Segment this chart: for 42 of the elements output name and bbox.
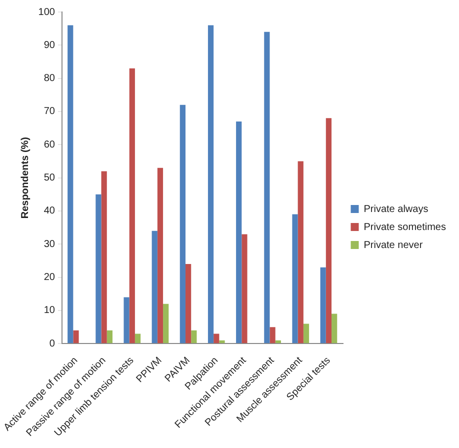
bar	[236, 121, 242, 344]
y-tick-label: 0	[49, 338, 56, 350]
y-tick-label: 60	[44, 139, 56, 150]
y-tick-label: 40	[44, 206, 56, 217]
bar	[101, 171, 107, 344]
bar	[96, 194, 102, 344]
legend-label: Private always	[364, 204, 428, 215]
y-tick-label: 90	[44, 40, 56, 51]
bar	[303, 324, 310, 344]
bar	[129, 68, 135, 344]
bar	[219, 340, 225, 344]
bar	[208, 25, 214, 344]
bar	[157, 168, 164, 344]
bar	[106, 330, 112, 344]
legend-label: Private sometimes	[364, 222, 446, 233]
bar	[326, 118, 332, 344]
bar	[292, 214, 298, 344]
y-tick-label: 80	[44, 73, 56, 84]
y-tick-label: 50	[44, 172, 56, 184]
bar	[332, 314, 338, 344]
bar	[163, 304, 169, 344]
legend-label: Private never	[364, 240, 424, 251]
y-tick-label: 20	[44, 272, 56, 284]
y-axis-title: Respondents (%)	[20, 136, 32, 219]
y-tick-label: 10	[44, 305, 56, 316]
bar	[191, 330, 197, 344]
y-tick-label: 30	[44, 238, 56, 250]
bar	[68, 25, 74, 344]
bar	[124, 297, 130, 344]
bar	[134, 334, 141, 344]
bar	[298, 161, 304, 344]
y-tick-label: 70	[44, 106, 56, 118]
bar	[152, 230, 158, 344]
bar	[242, 234, 248, 344]
bar	[270, 327, 276, 344]
bar	[180, 104, 186, 344]
bar	[264, 32, 270, 344]
bar	[320, 267, 326, 344]
bar	[73, 330, 79, 344]
y-tick-label: 100	[38, 6, 56, 18]
bar	[214, 334, 220, 344]
bar	[186, 264, 192, 344]
